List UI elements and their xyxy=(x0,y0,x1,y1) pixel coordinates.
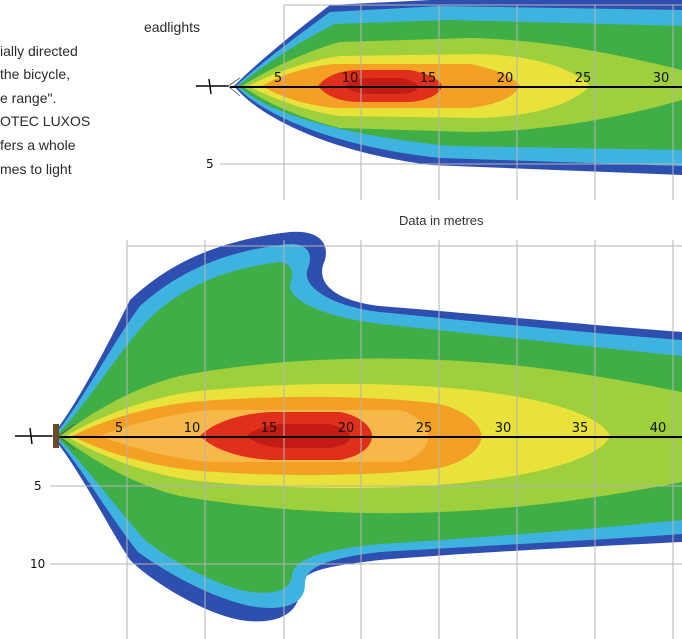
bottom-axis-tick-label: 35 xyxy=(572,421,589,436)
bottom-axis-tick-label: 40 xyxy=(650,421,667,436)
bottom-axis-tick-label: 15 xyxy=(261,421,278,436)
top-axis-tick-label: 10 xyxy=(342,71,359,86)
bottom-axis-tick-label: 10 xyxy=(184,421,201,436)
bottom-axis-tick-label: 25 xyxy=(416,421,433,436)
bottom-axis-tick-label: 30 xyxy=(495,421,512,436)
top-arrow-tick xyxy=(209,79,211,94)
bottom-arrow-tick xyxy=(30,428,32,444)
units-caption: Data in metres xyxy=(399,213,484,228)
top-side-tick-label: 5 xyxy=(206,157,214,171)
top-axis-tick-label: 15 xyxy=(420,71,437,86)
top-axis-tick-label: 30 xyxy=(653,71,670,86)
lamp-icon xyxy=(53,424,59,448)
bottom-side-tick-label: 10 xyxy=(30,557,45,571)
bottom-axis-tick-label: 5 xyxy=(115,421,123,436)
bottom-side-tick-label: 5 xyxy=(34,479,42,493)
top-axis-tick-label: 20 xyxy=(497,71,514,86)
bottom-axis-tick-label: 20 xyxy=(338,421,355,436)
top-axis-tick-label: 25 xyxy=(575,71,592,86)
top-axis-tick-label: 5 xyxy=(274,71,282,86)
